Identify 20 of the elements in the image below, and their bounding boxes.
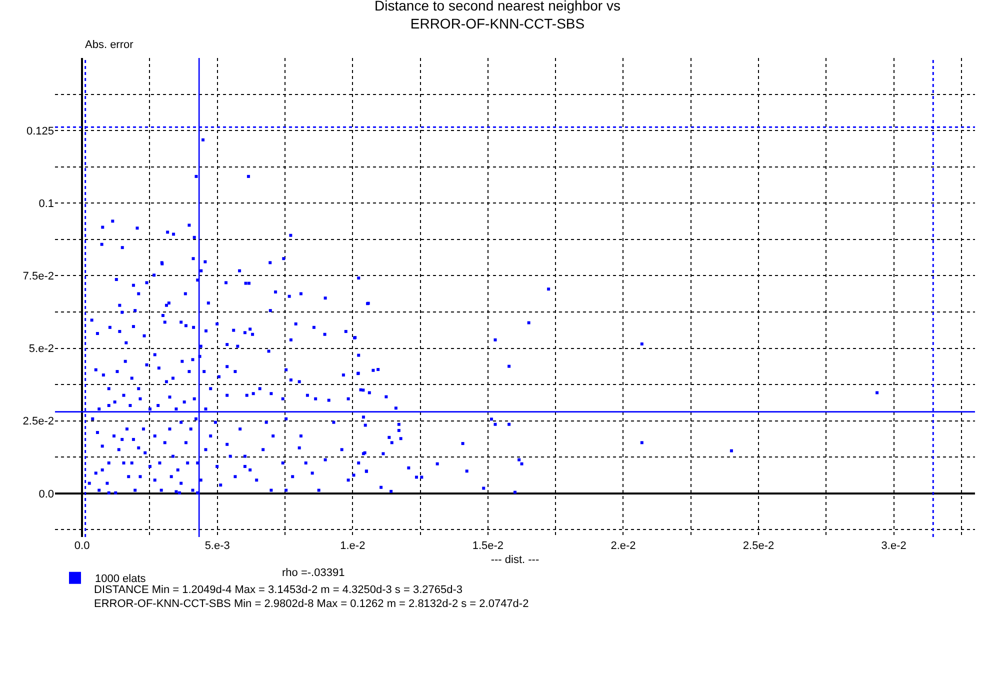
x-tick-label: 2.5e-2 [742,540,774,552]
x-tick-label: 0.0 [74,540,90,552]
text: rho =-.03391 [282,567,345,579]
y-tick-label: 2.5e-2 [22,416,54,428]
text: DISTANCE Min = 1.2049d-4 Max = 3.1453d-2 m = 4.3250d-3 s = 3.2765d-3 [94,584,463,596]
x-tick-label: 1.5e-2 [472,540,504,552]
y-tick-label: 7.5e-2 [22,270,54,283]
text: ERROR-OF-KNN-CCT-SBS Min = 2.9802d-8 Max = 0.1262 m = 2.8132d-2 s = 2.0747d-2 [94,598,529,610]
y-tick-label: 0.125 [26,125,54,138]
x-tick-label: 2.e-2 [610,540,636,552]
y-tick-label: 0.1 [38,198,54,210]
x-tick-label: 1.e-2 [340,540,366,552]
x-tick-label: 3.e-2 [881,540,906,552]
y-tick-label: 5.e-2 [28,343,54,356]
x-axis-title: --- dist. --- [490,554,540,566]
y-tick-label: 0.0 [38,488,54,500]
legend-label: 1000 elats [95,573,146,586]
y-axis-title: Abs. error [85,39,134,51]
chart-title: Distance to second nearest neighbor vs ERROR-OF-KNN-CCT-SBS [374,0,620,32]
x-tick-label: 5.e-3 [204,540,230,552]
